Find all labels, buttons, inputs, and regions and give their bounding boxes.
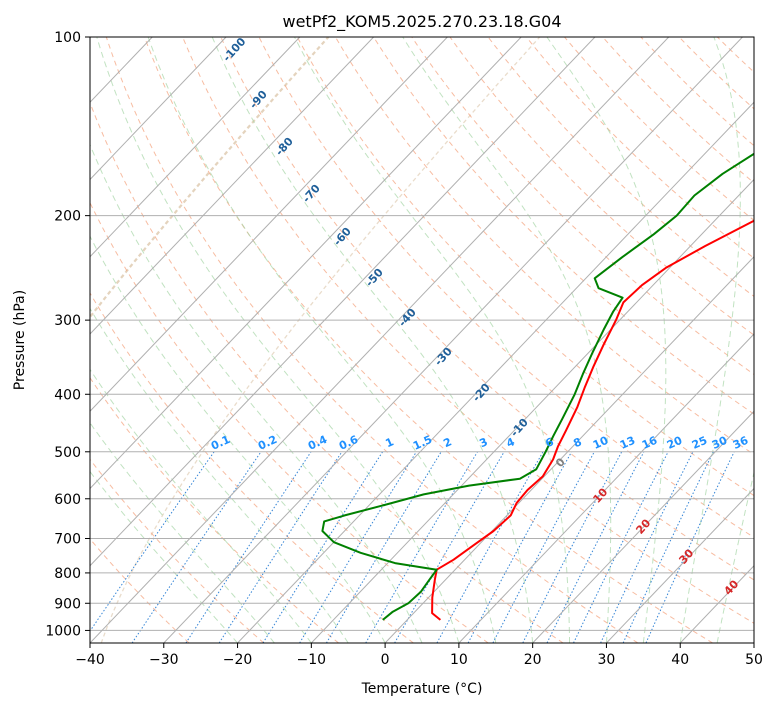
moist-adiabat-line <box>96 37 460 643</box>
mixing-ratio-label: 10 <box>591 434 611 452</box>
dry-adiabat-line <box>90 458 265 643</box>
mixing-ratio-line <box>645 451 735 643</box>
dry-adiabat-line <box>105 37 639 643</box>
isotherm-line <box>310 178 754 643</box>
moist-adiabat-line <box>546 37 667 643</box>
mixing-ratio-line <box>436 451 544 643</box>
isotherm-line <box>90 37 227 181</box>
mixing-ratio-line <box>218 451 343 643</box>
mixing-ratio-line <box>90 451 215 632</box>
y-tick-label: 600 <box>54 492 81 508</box>
mixing-ratio-line <box>573 451 669 643</box>
dry-adiabat-line <box>182 37 754 624</box>
x-tick-label: −40 <box>75 652 105 668</box>
isotherm-line <box>606 487 754 643</box>
series-layer <box>321 152 754 621</box>
mixing-ratio-label: 13 <box>618 434 637 452</box>
x-tick-label: 50 <box>745 652 763 668</box>
background-curve <box>90 37 330 319</box>
isotherm-line <box>532 410 754 643</box>
chart-title: wetPf2_KOM5.2025.270.23.18.G04 <box>282 12 561 32</box>
dry-adiabat-line <box>90 101 564 643</box>
y-tick-label: 500 <box>54 445 81 461</box>
dry-adiabat-line <box>144 37 713 643</box>
mixing-ratio-line <box>299 451 417 643</box>
dry-adiabat-line <box>602 37 754 184</box>
dry-adiabat-line <box>90 292 414 643</box>
y-tick-label: 200 <box>54 209 81 225</box>
x-tick-label: −10 <box>297 652 327 668</box>
x-tick-label: 40 <box>671 652 689 668</box>
isotherm-line <box>90 37 596 567</box>
x-tick-label: 0 <box>381 652 390 668</box>
x-tick-label: −30 <box>149 652 179 668</box>
y-tick-label: 900 <box>54 596 81 612</box>
y-tick-label: 700 <box>54 532 81 548</box>
x-tick-label: 10 <box>450 652 468 668</box>
mixing-ratio-line <box>522 451 623 643</box>
moist-adiabat-line <box>90 143 423 643</box>
dry-adiabat-line <box>334 37 754 456</box>
y-tick-label: 300 <box>54 313 81 329</box>
mixing-ratio-label: 16 <box>640 434 660 452</box>
isotherm-line <box>458 333 754 643</box>
moist-adiabat-line <box>90 470 238 643</box>
mixing-ratio-line <box>467 451 573 643</box>
moist-adiabat-line <box>402 37 612 643</box>
background-curves-layer <box>90 37 754 643</box>
x-tick-label: 20 <box>524 652 542 668</box>
mixing-ratio-label: 20 <box>665 434 685 452</box>
y-tick-label: 100 <box>54 30 81 46</box>
dry-adiabat-line <box>296 37 754 497</box>
isotherm-line <box>90 37 374 335</box>
temperature-profile-line <box>431 219 754 621</box>
x-axis-title: Temperature (°C) <box>361 681 483 697</box>
isotherm-line <box>90 37 301 258</box>
plot-frame <box>89 36 755 644</box>
isotherm-line <box>384 256 754 643</box>
dry-adiabat-line <box>90 201 489 643</box>
axes-layer: −40 −30 −20 −10 0 10 20 30 40 50 100 200 300 400 500 60… <box>45 30 763 668</box>
dry-adiabat-line <box>564 37 754 221</box>
y-axis-title: Pressure (hPa) <box>12 290 28 390</box>
x-tick-label: −20 <box>223 652 253 668</box>
dry-adiabat-line <box>90 538 190 643</box>
moist-adiabat-line <box>147 37 497 643</box>
background-curve <box>100 37 541 643</box>
moist-adiabat-line <box>90 422 275 643</box>
moist-adiabat-line <box>716 470 754 643</box>
mixing-ratio-line <box>262 451 384 643</box>
dry-adiabat-line <box>373 37 754 415</box>
mixing-ratio-label: 25 <box>690 434 709 452</box>
isotherm-line <box>163 37 743 643</box>
moist-adiabat-line <box>211 37 534 643</box>
dry-adiabat-line <box>411 37 754 375</box>
mixing-ratio-line <box>600 451 694 643</box>
isotherm-line <box>90 37 670 643</box>
isotherm-line <box>90 37 448 412</box>
dry-adiabat-line <box>640 37 754 147</box>
y-tick-label: 400 <box>54 387 81 403</box>
dewpoint-profile-line <box>321 152 754 621</box>
mixing-ratio-label: 36 <box>731 434 751 452</box>
y-tick-label: 1000 <box>45 623 81 639</box>
mixing-ratio-line <box>325 451 442 643</box>
mixing-ratio-line <box>492 451 595 643</box>
grid-layer <box>90 37 754 643</box>
moist-adiabat-line <box>294 37 571 643</box>
mixing-ratio-line <box>185 451 312 643</box>
moist-adiabat-line <box>679 37 741 643</box>
x-tick-label: 30 <box>598 652 616 668</box>
isotherm-line <box>90 37 522 490</box>
y-tick-label: 800 <box>54 566 81 582</box>
mixing-ratio-label: 30 <box>710 434 730 452</box>
